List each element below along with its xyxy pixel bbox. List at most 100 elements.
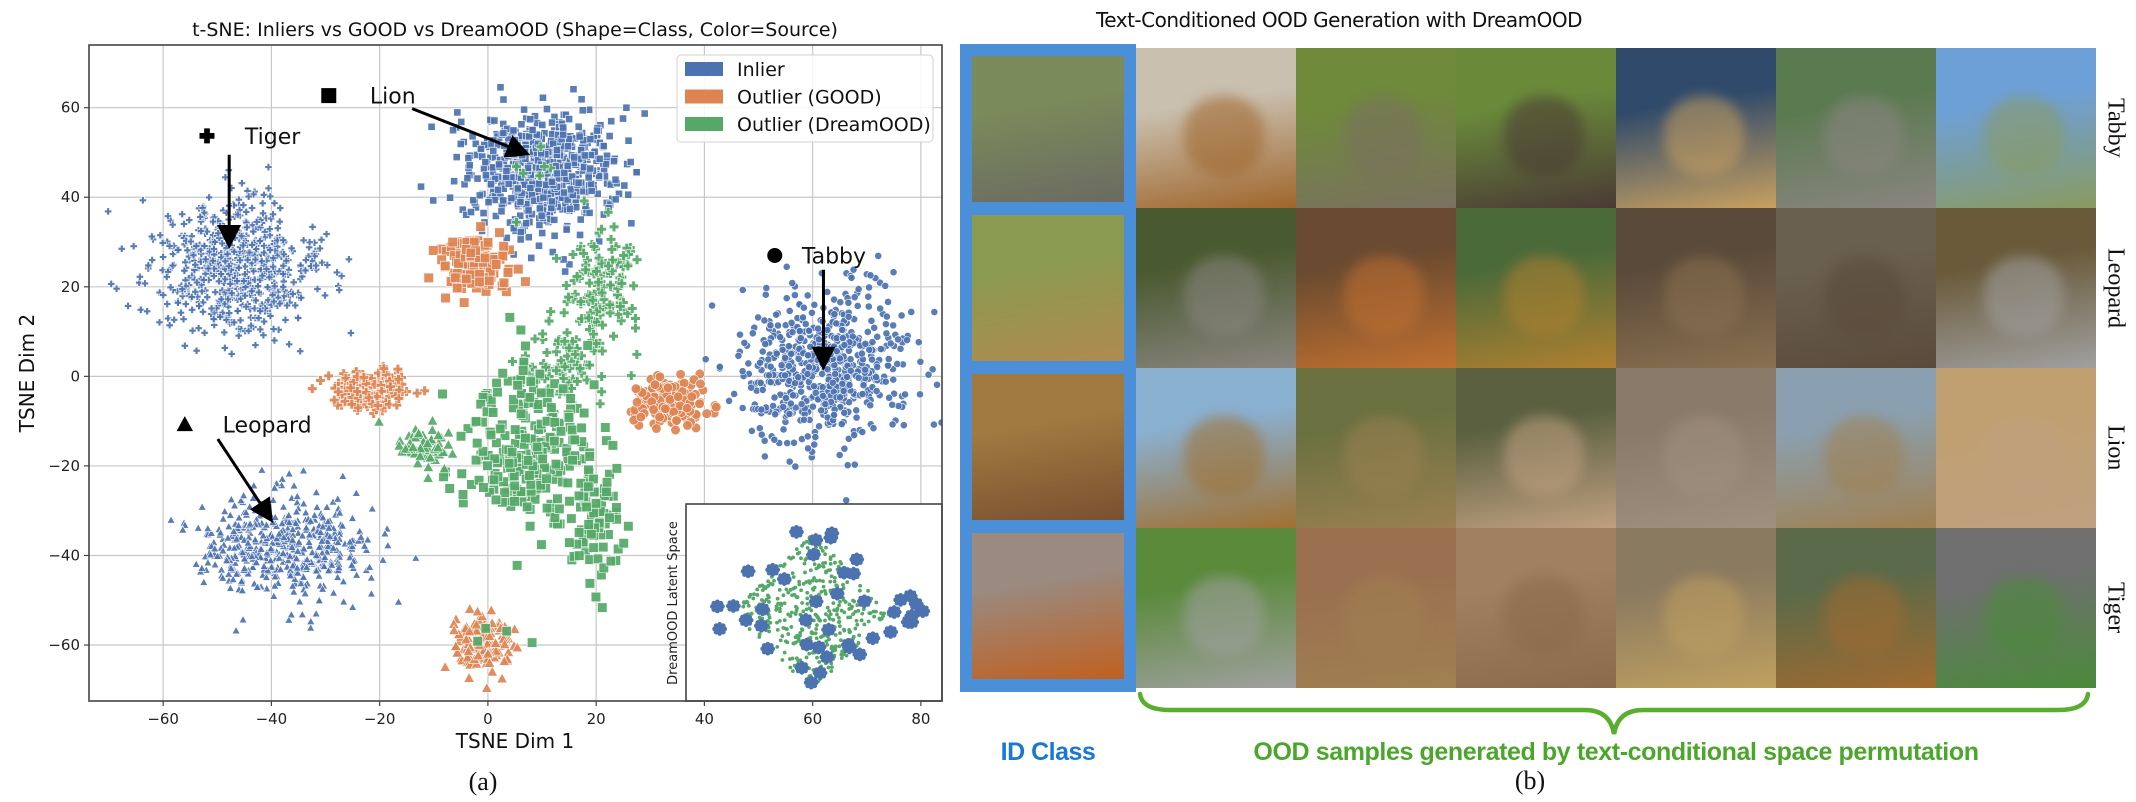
point-dreamood-lion bbox=[584, 451, 595, 462]
point-dreamood-lion bbox=[546, 402, 557, 413]
point-good-tabby bbox=[635, 412, 646, 423]
point-inlier-lion bbox=[535, 241, 543, 250]
point-inlier-tabby bbox=[861, 339, 870, 348]
point-inlier-tabby bbox=[863, 328, 872, 336]
point-inlier-tiger bbox=[144, 261, 153, 270]
point-good-lion bbox=[440, 292, 451, 304]
inset-ood-point bbox=[832, 579, 837, 584]
point-dreamood-lion bbox=[491, 377, 502, 389]
point-inlier-tabby bbox=[838, 379, 847, 388]
point-inlier-lion bbox=[566, 204, 574, 213]
point-inlier-tabby bbox=[730, 390, 739, 398]
image-subject bbox=[1664, 416, 1744, 496]
point-inlier-lion bbox=[502, 234, 511, 242]
generated-ood-image bbox=[1776, 208, 1936, 368]
point-dreamood-lion bbox=[492, 387, 503, 398]
inset-ood-point bbox=[852, 599, 857, 604]
point-inlier-lion bbox=[477, 144, 485, 153]
inset-inlier-blob bbox=[794, 660, 810, 675]
point-inlier-tiger bbox=[136, 305, 145, 314]
point-inlier-tiger bbox=[254, 314, 263, 322]
point-dreamood-lion bbox=[455, 431, 467, 442]
point-dreamood-lion bbox=[516, 408, 527, 419]
point-inlier-tabby bbox=[930, 420, 938, 429]
point-good-tabby bbox=[682, 420, 693, 431]
inset-ood-point bbox=[780, 658, 785, 662]
inset-ood-point bbox=[760, 588, 765, 593]
point-inlier-tiger bbox=[197, 217, 205, 226]
point-inlier-tiger bbox=[174, 298, 182, 307]
row-label-lion: Lion bbox=[2098, 368, 2132, 528]
point-inlier-tabby bbox=[845, 381, 854, 389]
inset-ood-point bbox=[778, 638, 783, 643]
point-inlier-tabby bbox=[819, 392, 827, 400]
point-inlier-tabby bbox=[952, 355, 959, 362]
point-inlier-tiger bbox=[280, 292, 288, 301]
point-inlier-tiger bbox=[159, 291, 168, 300]
inset-ood-point bbox=[867, 611, 872, 615]
point-inlier-lion bbox=[548, 178, 556, 186]
point-inlier-tiger bbox=[141, 279, 149, 288]
image-subject bbox=[1504, 96, 1584, 176]
point-inlier-tabby bbox=[884, 298, 892, 306]
point-inlier-tiger bbox=[282, 256, 291, 265]
inset-ood-point bbox=[862, 622, 867, 627]
point-inlier-tabby bbox=[790, 291, 799, 300]
inset-ood-point bbox=[741, 604, 746, 609]
point-dreamood-lion bbox=[588, 379, 600, 390]
point-inlier-tabby bbox=[864, 302, 873, 311]
inset-ood-point bbox=[830, 665, 834, 670]
inset-ood-point bbox=[804, 539, 809, 544]
annotation-label: Leopard bbox=[223, 414, 312, 439]
point-inlier-tiger bbox=[180, 341, 189, 350]
point-inlier-lion bbox=[560, 188, 568, 197]
inset-inlier-blob bbox=[902, 589, 918, 603]
point-inlier-tabby bbox=[896, 344, 905, 353]
point-inlier-tabby bbox=[756, 358, 764, 367]
point-inlier-tiger bbox=[191, 260, 200, 269]
generated-ood-image bbox=[1136, 528, 1296, 688]
point-inlier-tabby bbox=[933, 380, 941, 389]
inset-inlier-blob bbox=[740, 564, 756, 579]
inset-ood-point bbox=[814, 566, 819, 571]
inset-ood-point bbox=[804, 655, 809, 660]
inset-ood-point bbox=[812, 562, 817, 567]
point-inlier-lion bbox=[516, 235, 525, 244]
inset-ood-point bbox=[777, 588, 782, 592]
point-inlier-tabby bbox=[916, 357, 925, 366]
point-inlier-tiger bbox=[210, 245, 218, 253]
inset-ood-point bbox=[790, 669, 795, 673]
point-inlier-tiger bbox=[129, 242, 138, 251]
y-tick-label: 60 bbox=[61, 99, 80, 117]
inset-ood-point bbox=[837, 603, 841, 608]
generated-ood-image bbox=[1616, 208, 1776, 368]
inset-ood-point bbox=[751, 596, 756, 601]
point-inlier-tiger bbox=[189, 251, 198, 260]
point-inlier-tiger bbox=[266, 192, 275, 201]
point-inlier-tabby bbox=[826, 350, 835, 359]
point-inlier-lion bbox=[624, 136, 633, 145]
inset-y-label: DreamOOD Latent Space bbox=[666, 521, 681, 685]
point-inlier-tiger bbox=[244, 326, 253, 335]
point-inlier-lion bbox=[539, 193, 548, 202]
point-inlier-tabby bbox=[794, 373, 803, 382]
point-inlier-tabby bbox=[782, 294, 791, 303]
point-inlier-lion bbox=[469, 196, 478, 205]
point-inlier-lion bbox=[565, 135, 573, 144]
point-inlier-tabby bbox=[854, 373, 863, 382]
point-dreamood-lion bbox=[583, 464, 594, 475]
point-dreamood-lion bbox=[512, 380, 523, 391]
image-subject bbox=[1984, 96, 2064, 176]
inset-ood-point bbox=[786, 612, 791, 617]
point-dreamood-lion bbox=[518, 365, 529, 376]
point-inlier-lion bbox=[449, 126, 457, 135]
point-inlier-tabby bbox=[788, 279, 797, 287]
image-subject bbox=[1664, 96, 1744, 176]
point-dreamood-lion bbox=[582, 340, 593, 351]
point-good-lion bbox=[450, 272, 461, 283]
point-inlier-tabby bbox=[783, 439, 792, 447]
point-inlier-tiger bbox=[279, 250, 288, 259]
point-inlier-lion bbox=[640, 109, 649, 118]
inset-ood-point bbox=[854, 618, 859, 623]
point-inlier-tabby bbox=[708, 301, 716, 310]
